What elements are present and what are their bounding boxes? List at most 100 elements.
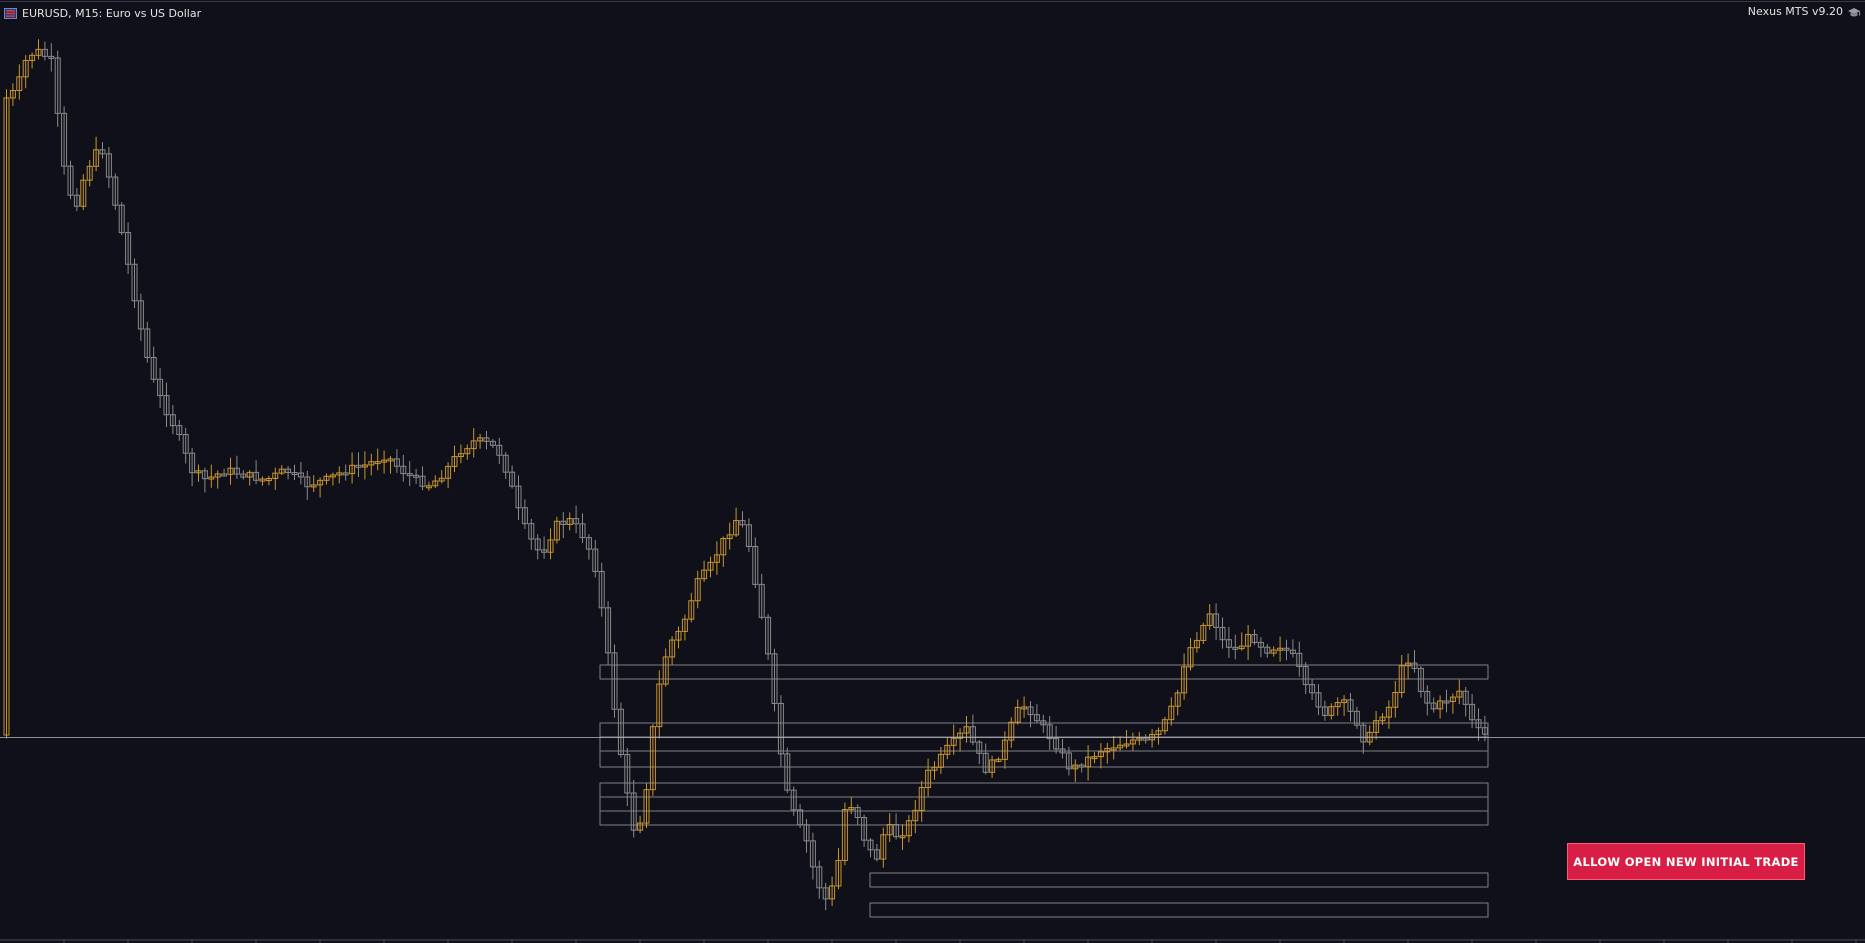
- candle-body: [1360, 724, 1367, 743]
- candle-body: [982, 752, 989, 773]
- candle-body: [681, 618, 688, 632]
- candle-body: [726, 534, 733, 540]
- candle-body: [393, 458, 400, 467]
- candle-body: [861, 817, 868, 841]
- candle-body: [598, 570, 605, 609]
- candle-body: [157, 378, 164, 397]
- chart-bars-icon: [4, 7, 17, 19]
- candle-body: [1021, 706, 1028, 710]
- candle-body: [509, 471, 516, 487]
- candle-body: [662, 656, 669, 685]
- candle-body: [854, 807, 861, 819]
- candle-body: [989, 759, 996, 773]
- candle-body: [1334, 702, 1341, 708]
- candle-body: [1155, 730, 1162, 735]
- candle-body: [905, 820, 912, 837]
- candle-body: [22, 59, 29, 78]
- candle-body: [1123, 743, 1130, 747]
- candle-body: [310, 484, 317, 488]
- candle-body: [329, 474, 336, 478]
- candle-body: [1232, 646, 1239, 650]
- candle-body: [464, 448, 471, 455]
- candle-body: [1328, 706, 1335, 716]
- candle-body: [137, 300, 144, 330]
- candle-body: [963, 726, 970, 734]
- chart-symbol-title: EURUSD, M15: Euro vs US Dollar: [22, 6, 202, 20]
- candle-body: [470, 440, 477, 450]
- candle-body: [368, 461, 375, 466]
- candle-body: [886, 824, 893, 836]
- candle-body: [1251, 634, 1258, 643]
- candle-body: [445, 465, 452, 479]
- candle-body: [342, 472, 349, 476]
- candle-body: [1341, 699, 1348, 704]
- candle-body: [1129, 739, 1136, 745]
- price-zone-box: [599, 736, 1489, 752]
- candle-body: [195, 470, 202, 474]
- candle-body: [880, 834, 887, 860]
- candle-body: [169, 414, 176, 427]
- candle-body: [1238, 645, 1245, 650]
- candle-body: [918, 786, 925, 811]
- candle-body: [893, 824, 900, 838]
- candle-body: [1373, 720, 1380, 733]
- candle-body: [99, 149, 106, 155]
- candle-body: [899, 835, 906, 839]
- candle-body: [752, 545, 759, 585]
- candle-body: [29, 54, 36, 61]
- candle-body: [1309, 684, 1316, 694]
- allow-new-trade-button[interactable]: ALLOW OPEN NEW INITIAL TRADE: [1567, 843, 1805, 880]
- candle-body: [630, 792, 637, 831]
- candle-body: [67, 165, 74, 196]
- candle-body: [297, 472, 304, 478]
- candle-body: [3, 97, 10, 736]
- candle-body: [451, 456, 458, 467]
- candle-body: [912, 809, 919, 822]
- candle-body: [1264, 646, 1271, 654]
- candle-body: [1245, 634, 1252, 647]
- candle-body: [93, 149, 100, 167]
- candle-body: [1174, 692, 1181, 707]
- candle-body: [1072, 764, 1079, 770]
- candle-body: [432, 480, 439, 487]
- candle-body: [265, 478, 272, 482]
- candle-body: [976, 741, 983, 754]
- candle-body: [848, 807, 855, 811]
- candle-body: [1417, 667, 1424, 692]
- candle-body: [438, 477, 445, 482]
- candle-body: [381, 459, 388, 463]
- candle-body: [797, 809, 804, 826]
- candle-body: [355, 464, 362, 468]
- candle-body: [182, 434, 189, 454]
- candle-body: [1097, 751, 1104, 758]
- candle-body: [163, 395, 170, 416]
- candle-body: [9, 90, 16, 99]
- candle-body: [425, 485, 432, 489]
- graduation-cap-icon[interactable]: [1847, 4, 1861, 17]
- candle-body: [272, 472, 279, 480]
- candle-body: [547, 539, 554, 553]
- candle-body: [1110, 747, 1117, 751]
- candle-body: [873, 849, 880, 860]
- candle-body: [189, 452, 196, 474]
- candle-body: [285, 468, 292, 474]
- candle-body: [176, 425, 183, 436]
- candle-body: [579, 523, 586, 539]
- candle-body: [669, 639, 676, 658]
- candle-body: [771, 653, 778, 704]
- candle-body: [1104, 747, 1111, 753]
- candle-body: [720, 538, 727, 556]
- candle-body: [125, 232, 132, 265]
- candle-body: [489, 440, 496, 446]
- candle-body: [1277, 647, 1284, 651]
- candle-body: [502, 454, 509, 473]
- candle-body: [221, 473, 228, 477]
- candle-body: [1091, 756, 1098, 760]
- candle-body: [323, 475, 330, 481]
- candle-body: [1315, 692, 1322, 708]
- brand-label: Nexus MTS v9.20: [1747, 5, 1843, 18]
- candle-body: [1411, 662, 1418, 669]
- candle-body: [80, 179, 87, 207]
